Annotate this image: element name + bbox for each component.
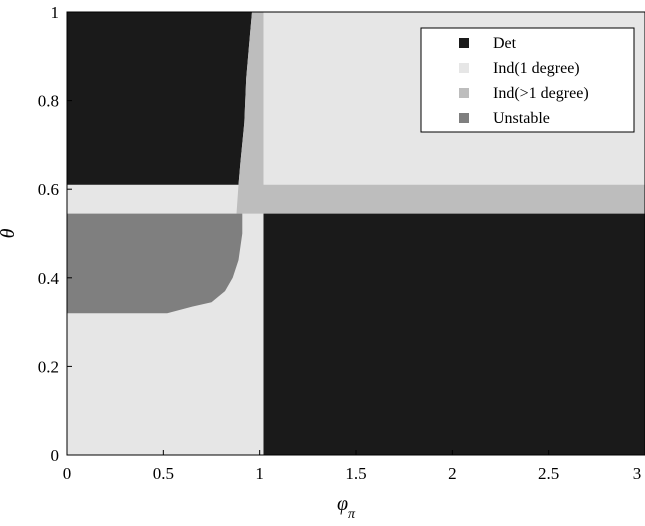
region-det-3: [263, 213, 645, 455]
legend-label: Ind(1 degree): [493, 60, 580, 77]
legend-label: Det: [493, 35, 517, 52]
y-tick-label: 0.8: [38, 92, 59, 111]
y-tick-label: 0.6: [38, 180, 59, 199]
x-tick-label: 2: [448, 464, 457, 483]
legend-label: Unstable: [493, 110, 550, 127]
x-tick-label: 3: [633, 464, 642, 483]
x-axis-label-main: φ: [337, 493, 348, 515]
region-det-1: [67, 12, 252, 185]
legend-label: Ind(>1 degree): [493, 85, 589, 102]
region-unstable-4: [67, 213, 243, 314]
y-tick-label: 1: [51, 3, 60, 22]
ticks-layer: 0 0.5 1 1.5 2 2.5 3 0 0.2 0.4 0.6 0.8 1: [38, 3, 645, 483]
legend-swatch: [459, 88, 469, 98]
y-tick-label: 0.2: [38, 357, 59, 376]
y-tick-label: 0.4: [38, 269, 60, 288]
x-axis-label: φπ: [337, 493, 356, 522]
x-tick-label: 0.5: [153, 464, 174, 483]
legend-swatch: [459, 63, 469, 73]
legend-box: [420, 27, 635, 133]
region-ind-1-degree--2: [236, 12, 645, 214]
x-tick-label: 0: [63, 464, 72, 483]
legend-swatch: [459, 38, 469, 48]
x-axis-label-subscript: π: [348, 507, 356, 522]
legend: Det Ind(1 degree) Ind(>1 degree) Unstable: [420, 27, 635, 133]
y-axis-label: θ: [0, 228, 19, 238]
legend-swatch: [459, 113, 469, 123]
x-tick-label: 2.5: [538, 464, 559, 483]
y-tick-label: 0: [51, 446, 60, 465]
x-tick-label: 1: [255, 464, 264, 483]
x-tick-label: 1.5: [345, 464, 366, 483]
